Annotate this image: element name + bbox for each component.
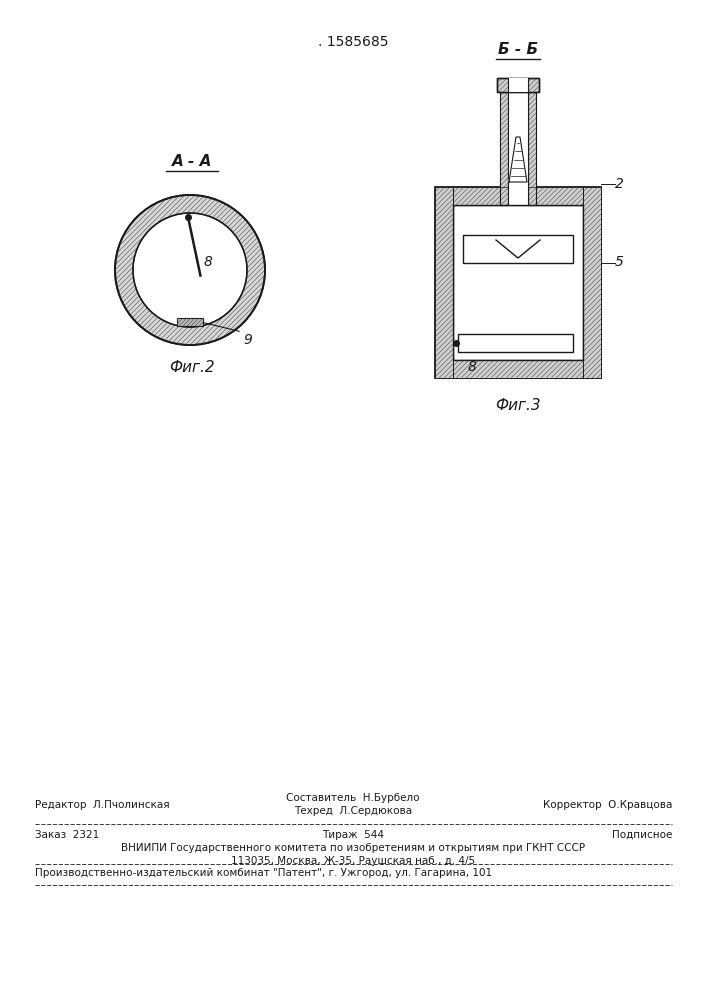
Text: 113035, Москва, Ж-35, Раушская наб., д. 4/5: 113035, Москва, Ж-35, Раушская наб., д. … — [231, 856, 475, 866]
Bar — [463, 235, 573, 263]
Text: А - А: А - А — [172, 154, 212, 169]
Text: 8: 8 — [204, 255, 213, 269]
Bar — [435, 187, 453, 378]
Bar — [435, 187, 453, 378]
Bar — [528, 187, 583, 205]
Bar — [453, 360, 583, 378]
Bar — [528, 92, 536, 205]
Text: 5: 5 — [615, 255, 624, 269]
Text: Заказ  2321: Заказ 2321 — [35, 830, 99, 840]
Bar — [453, 205, 583, 360]
Text: ВНИИПИ Государственного комитета по изобретениям и открытиям при ГКНТ СССР: ВНИИПИ Государственного комитета по изоб… — [121, 843, 585, 853]
Bar — [453, 187, 508, 205]
Text: Составитель  Н.Бурбело: Составитель Н.Бурбело — [286, 793, 420, 803]
Text: Корректор  О.Кравцова: Корректор О.Кравцова — [543, 800, 672, 810]
Bar — [583, 187, 601, 378]
Bar — [453, 205, 583, 360]
Bar — [528, 187, 583, 205]
Bar — [458, 334, 573, 352]
Text: 8: 8 — [468, 360, 477, 374]
Bar — [453, 187, 508, 205]
Text: 9: 9 — [243, 333, 252, 347]
Bar — [528, 92, 536, 205]
Bar — [500, 92, 508, 205]
Bar — [508, 92, 528, 205]
Text: 2: 2 — [615, 177, 624, 191]
Text: Б - Б: Б - Б — [498, 42, 538, 57]
Text: Тираж  544: Тираж 544 — [322, 830, 384, 840]
Bar — [177, 318, 203, 326]
Bar — [497, 78, 539, 92]
Circle shape — [133, 213, 247, 327]
Bar — [500, 92, 508, 205]
Circle shape — [115, 195, 265, 345]
Bar — [508, 78, 528, 92]
Bar — [435, 187, 601, 378]
Text: . 1585685: . 1585685 — [317, 35, 388, 49]
Text: Техред  Л.Сердюкова: Техред Л.Сердюкова — [294, 806, 412, 816]
Text: Фиг.2: Фиг.2 — [169, 360, 215, 374]
Bar — [583, 187, 601, 378]
Text: Подписное: Подписное — [612, 830, 672, 840]
Bar — [453, 360, 583, 378]
Bar — [497, 78, 539, 92]
Text: Редактор  Л.Пчолинская: Редактор Л.Пчолинская — [35, 800, 170, 810]
Polygon shape — [509, 137, 527, 182]
Text: Производственно-издательский комбинат "Патент", г. Ужгород, ул. Гагарина, 101: Производственно-издательский комбинат "П… — [35, 867, 492, 878]
Text: Фиг.3: Фиг.3 — [495, 398, 541, 414]
